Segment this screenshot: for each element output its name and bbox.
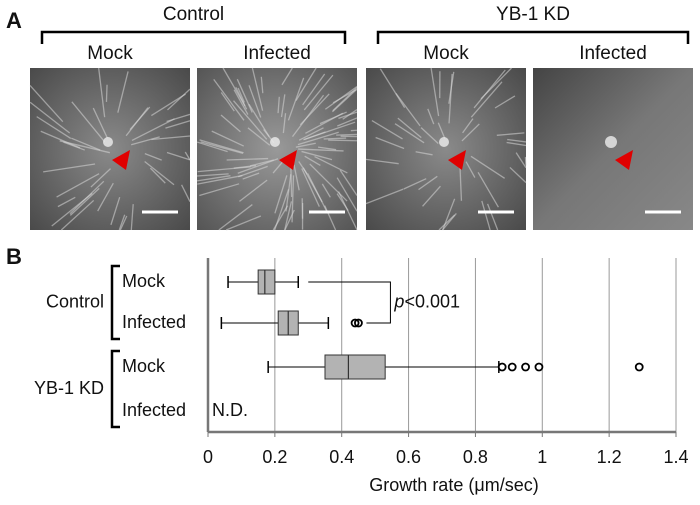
outlier (535, 364, 542, 371)
panel-label: A (6, 8, 22, 33)
panel-label: B (6, 244, 22, 269)
filament (324, 138, 346, 139)
x-tick-label: 0.8 (463, 447, 488, 467)
x-axis-label: Growth rate (μm/sec) (369, 475, 538, 495)
p-threshold: <0.001 (404, 291, 460, 311)
outlier (522, 364, 529, 371)
box (325, 355, 385, 379)
group-bracket (112, 266, 120, 339)
micrograph (30, 68, 190, 230)
centrosome (270, 137, 280, 147)
centrosome (103, 137, 113, 147)
significance-bracket (308, 282, 390, 323)
micrograph (533, 68, 693, 230)
x-tick-label: 0.6 (396, 447, 421, 467)
outlier (499, 364, 506, 371)
condition-label: Infected (243, 43, 311, 64)
outlier (509, 364, 516, 371)
condition-label: Infected (579, 43, 647, 64)
x-tick-label: 1 (537, 447, 547, 467)
outlier (636, 364, 643, 371)
condition-label: Mock (423, 43, 469, 64)
group-bracket (112, 351, 120, 427)
filament (336, 134, 357, 135)
x-tick-label: 1.2 (597, 447, 622, 467)
p-value: p<0.001 (393, 291, 460, 311)
x-tick-label: 1.4 (663, 447, 688, 467)
centrosome (605, 136, 617, 148)
centrosome (439, 137, 449, 147)
box (258, 270, 275, 294)
micrograph (366, 68, 526, 230)
group-label: Control (163, 4, 224, 25)
filament (328, 140, 357, 141)
category-label: Infected (122, 400, 186, 420)
condition-label: Mock (87, 43, 133, 64)
group-label: YB-1 KD (34, 378, 104, 398)
filament (525, 157, 526, 165)
missing-label: N.D. (212, 400, 248, 420)
group-label: YB-1 KD (496, 4, 570, 25)
x-tick-label: 0.4 (329, 447, 354, 467)
x-tick-label: 0 (203, 447, 213, 467)
filament (106, 85, 107, 102)
category-label: Mock (122, 356, 166, 376)
category-label: Infected (122, 312, 186, 332)
x-tick-label: 0.2 (262, 447, 287, 467)
group-label: Control (46, 291, 104, 311)
category-label: Mock (122, 271, 166, 291)
p-symbol: p (393, 291, 404, 311)
